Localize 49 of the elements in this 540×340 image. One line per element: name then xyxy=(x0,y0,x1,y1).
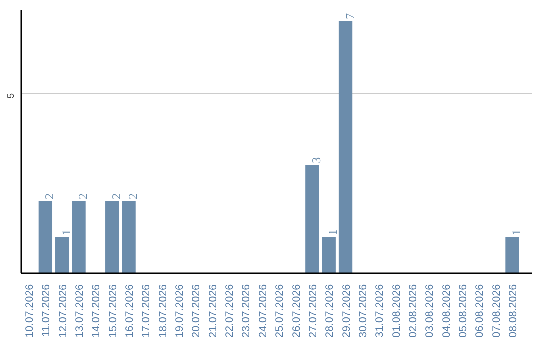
x-tick-label: 06.08.2026 xyxy=(474,284,486,338)
bar xyxy=(306,165,320,274)
x-tick-label: 07.08.2026 xyxy=(490,284,503,338)
data-label: 7 xyxy=(342,13,357,20)
x-tick-label: 27.07.2026 xyxy=(307,284,320,338)
x-tick-label: 22.07.2026 xyxy=(224,284,236,338)
x-tick-label: 31.07.2026 xyxy=(374,284,386,338)
data-label: 1 xyxy=(59,229,74,236)
data-label: 3 xyxy=(309,157,324,164)
x-tick-label: 08.08.2026 xyxy=(507,284,520,338)
data-label: 2 xyxy=(109,193,124,200)
x-tick-label: 15.07.2026 xyxy=(107,284,120,338)
x-tick-label: 10.07.2026 xyxy=(24,284,36,338)
bar xyxy=(338,21,353,274)
bar xyxy=(38,201,53,274)
data-label: 2 xyxy=(126,193,140,200)
data-label: 1 xyxy=(326,229,340,236)
x-tick-label: 05.08.2026 xyxy=(457,284,470,338)
x-tick-label: 01.08.2026 xyxy=(390,284,403,338)
x-tick-label: 25.07.2026 xyxy=(274,284,286,338)
y-tick-label: 5 xyxy=(6,93,16,99)
x-tick-label: 24.07.2026 xyxy=(257,284,270,338)
x-tick-label: 18.07.2026 xyxy=(157,284,170,338)
x-tick-label: 30.07.2026 xyxy=(357,284,370,338)
x-tick-label: 13.07.2026 xyxy=(74,284,86,338)
x-tick-label: 19.07.2026 xyxy=(174,284,186,338)
bar xyxy=(72,201,86,274)
bar xyxy=(122,201,136,274)
x-tick-label: 29.07.2026 xyxy=(340,284,353,338)
x-tick-label: 02.08.2026 xyxy=(407,284,420,338)
x-tick-label: 11.07.2026 xyxy=(40,284,53,338)
x-tick-label: 28.07.2026 xyxy=(324,284,336,338)
bar xyxy=(322,237,336,274)
x-tick-label: 21.07.2026 xyxy=(207,284,220,338)
x-tick-label: 20.07.2026 xyxy=(190,284,203,338)
x-tick-label: 16.07.2026 xyxy=(124,284,136,338)
data-label: 2 xyxy=(42,193,57,200)
data-label: 1 xyxy=(509,229,524,236)
bar xyxy=(506,237,520,274)
x-tick-label: 23.07.2026 xyxy=(240,284,253,338)
x-tick-label: 04.08.2026 xyxy=(440,284,453,338)
bar xyxy=(106,201,120,274)
x-tick-label: 17.07.2026 xyxy=(140,284,153,338)
bar xyxy=(56,237,70,274)
x-tick-label: 12.07.2026 xyxy=(57,284,70,338)
x-tick-label: 03.08.2026 xyxy=(424,284,436,338)
data-label: 2 xyxy=(76,193,90,200)
x-tick-label: 26.07.2026 xyxy=(290,284,303,338)
x-tick-label: 14.07.2026 xyxy=(90,284,103,338)
